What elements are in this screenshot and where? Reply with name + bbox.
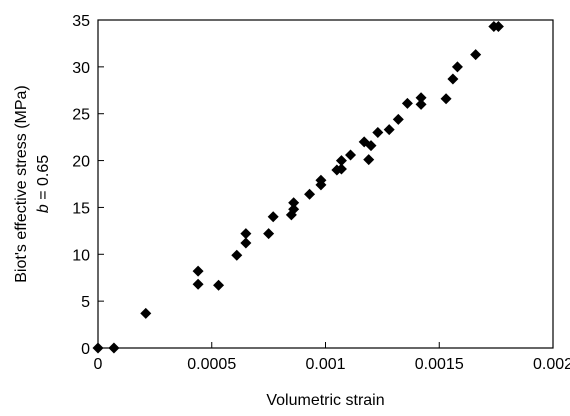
y-tick-label: 10 bbox=[72, 247, 90, 264]
data-point bbox=[345, 149, 357, 161]
data-point bbox=[288, 203, 300, 215]
y-tick-label: 20 bbox=[72, 154, 90, 171]
data-point bbox=[240, 228, 252, 240]
y-axis-ticks: 0 5 10 15 20 25 30 35 bbox=[72, 13, 104, 358]
y-tick-label: 35 bbox=[72, 13, 90, 30]
data-point bbox=[231, 249, 243, 261]
data-point bbox=[401, 97, 413, 109]
x-tick-label: 0.0005 bbox=[187, 356, 236, 373]
x-axis-ticks: 0 0.0005 0.001 0.0015 0.002 bbox=[94, 342, 570, 373]
data-point bbox=[335, 155, 347, 167]
data-point bbox=[192, 278, 204, 290]
y-axis-subtitle-variable: b bbox=[35, 204, 52, 213]
data-point bbox=[267, 211, 279, 223]
x-tick-label: 0.001 bbox=[305, 356, 345, 373]
data-point bbox=[263, 228, 275, 240]
data-point bbox=[92, 342, 104, 354]
data-point bbox=[440, 93, 452, 105]
y-axis-subtitle-value: = 0.65 bbox=[35, 155, 52, 204]
y-tick-label: 25 bbox=[72, 107, 90, 124]
data-point bbox=[415, 98, 427, 110]
data-point bbox=[492, 21, 504, 33]
data-point bbox=[451, 61, 463, 73]
x-tick-label: 0 bbox=[94, 356, 103, 373]
x-tick-label: 0.0015 bbox=[415, 356, 464, 373]
data-point bbox=[140, 307, 152, 319]
x-axis-title: Volumetric strain bbox=[266, 392, 384, 409]
data-point bbox=[365, 140, 377, 152]
data-point bbox=[288, 197, 300, 209]
data-point bbox=[304, 188, 316, 200]
data-point bbox=[108, 342, 120, 354]
data-point bbox=[363, 154, 375, 166]
data-point bbox=[192, 265, 204, 277]
data-point bbox=[447, 73, 459, 85]
y-tick-label: 30 bbox=[72, 60, 90, 77]
data-point bbox=[213, 279, 225, 291]
data-points bbox=[92, 21, 504, 354]
data-point bbox=[392, 113, 404, 125]
data-point bbox=[335, 163, 347, 175]
data-point bbox=[383, 124, 395, 136]
y-axis-title: Biot's effective stress (MPa) bbox=[13, 85, 30, 282]
y-axis-subtitle: b = 0.65 bbox=[35, 155, 52, 213]
y-tick-label: 5 bbox=[81, 294, 90, 311]
data-point bbox=[315, 174, 327, 186]
y-tick-label: 15 bbox=[72, 200, 90, 217]
x-tick-label: 0.002 bbox=[533, 356, 570, 373]
y-tick-label: 0 bbox=[81, 341, 90, 358]
data-point bbox=[470, 49, 482, 61]
data-point bbox=[240, 237, 252, 249]
data-point bbox=[415, 92, 427, 104]
data-point bbox=[372, 126, 384, 138]
